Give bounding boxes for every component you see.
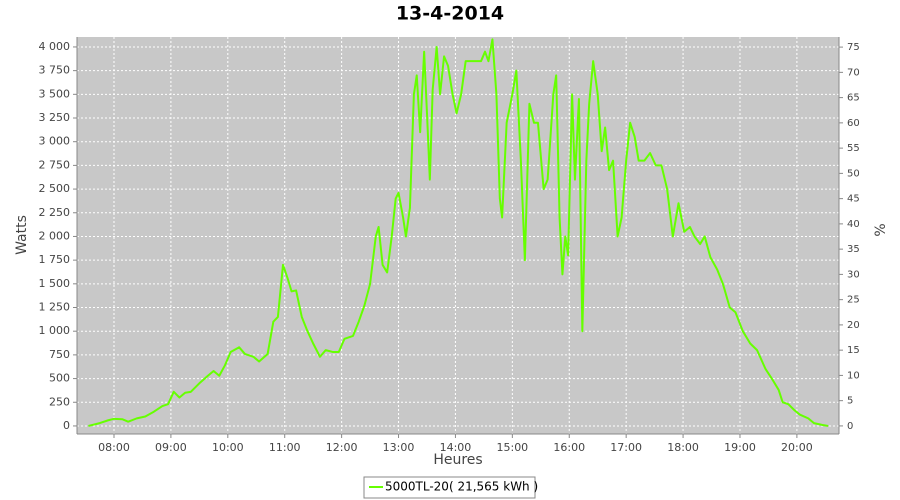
y2-tick-label: 10 <box>847 370 860 381</box>
x-tick-label: 14:00 <box>440 441 472 454</box>
x-axis-title: Heures <box>433 452 482 468</box>
y-tick-label: 2 000 <box>39 229 71 242</box>
y2-tick-label: 65 <box>847 93 860 104</box>
x-tick-label: 16:00 <box>553 441 585 454</box>
x-tick-label: 20:00 <box>781 441 813 454</box>
x-tick-label: 10:00 <box>212 441 244 454</box>
y-tick-label: 1 500 <box>39 277 71 290</box>
y-tick-label: 3 000 <box>39 135 71 148</box>
y-tick-label: 1 250 <box>39 301 71 314</box>
y-tick-label: 2 250 <box>39 206 71 219</box>
x-tick-label: 13:00 <box>383 441 415 454</box>
y2-tick-label: 60 <box>847 118 860 129</box>
y2-tick-label: 5 <box>847 396 853 407</box>
x-tick-label: 08:00 <box>98 441 130 454</box>
y-tick-label: 750 <box>49 348 70 361</box>
y-tick-label: 4 000 <box>39 40 71 53</box>
x-tick-label: 11:00 <box>269 441 301 454</box>
y-tick-label: 3 500 <box>39 87 71 100</box>
y-tick-label: 250 <box>49 395 70 408</box>
legend: 5000TL-20( 21,565 kWh ) <box>363 476 538 499</box>
legend-label: 5000TL-20( 21,565 kWh ) <box>385 480 538 494</box>
x-tick-label: 18:00 <box>667 441 699 454</box>
y2-tick-label: 75 <box>847 42 860 53</box>
y-tick-label: 2 500 <box>39 182 71 195</box>
x-tick-label: 19:00 <box>724 441 756 454</box>
plot-layer <box>77 37 839 434</box>
x-tick-label: 17:00 <box>610 441 642 454</box>
y2-tick-label: 0 <box>847 421 853 432</box>
y2-tick-label: 40 <box>847 219 860 230</box>
y2-tick-label: 45 <box>847 194 860 205</box>
y2-tick-label: 15 <box>847 345 860 356</box>
y2-tick-label: 30 <box>847 269 860 280</box>
y2-axis-title: % <box>873 223 889 236</box>
y-tick-label: 3 750 <box>39 64 71 77</box>
x-tick-label: 09:00 <box>155 441 187 454</box>
y-tick-label: 1 000 <box>39 324 71 337</box>
y-tick-label: 1 750 <box>39 253 71 266</box>
x-tick-label: 15:00 <box>496 441 528 454</box>
y-tick-label: 500 <box>49 372 70 385</box>
plot-area <box>77 37 839 434</box>
y2-tick-label: 50 <box>847 168 860 179</box>
y2-tick-label: 20 <box>847 320 860 331</box>
x-tick-label: 12:00 <box>326 441 358 454</box>
data-line <box>88 38 829 427</box>
y2-tick-label: 70 <box>847 67 860 78</box>
y-tick-label: 2 750 <box>39 158 71 171</box>
y2-tick-label: 35 <box>847 244 860 255</box>
legend-box <box>363 476 536 499</box>
y-axis-title: Watts <box>14 215 30 255</box>
y2-tick-label: 55 <box>847 143 860 154</box>
y-tick-label: 0 <box>63 419 70 432</box>
chart-title: 13-4-2014 <box>396 3 504 25</box>
y-tick-label: 3 250 <box>39 111 71 124</box>
y2-tick-label: 25 <box>847 295 860 306</box>
